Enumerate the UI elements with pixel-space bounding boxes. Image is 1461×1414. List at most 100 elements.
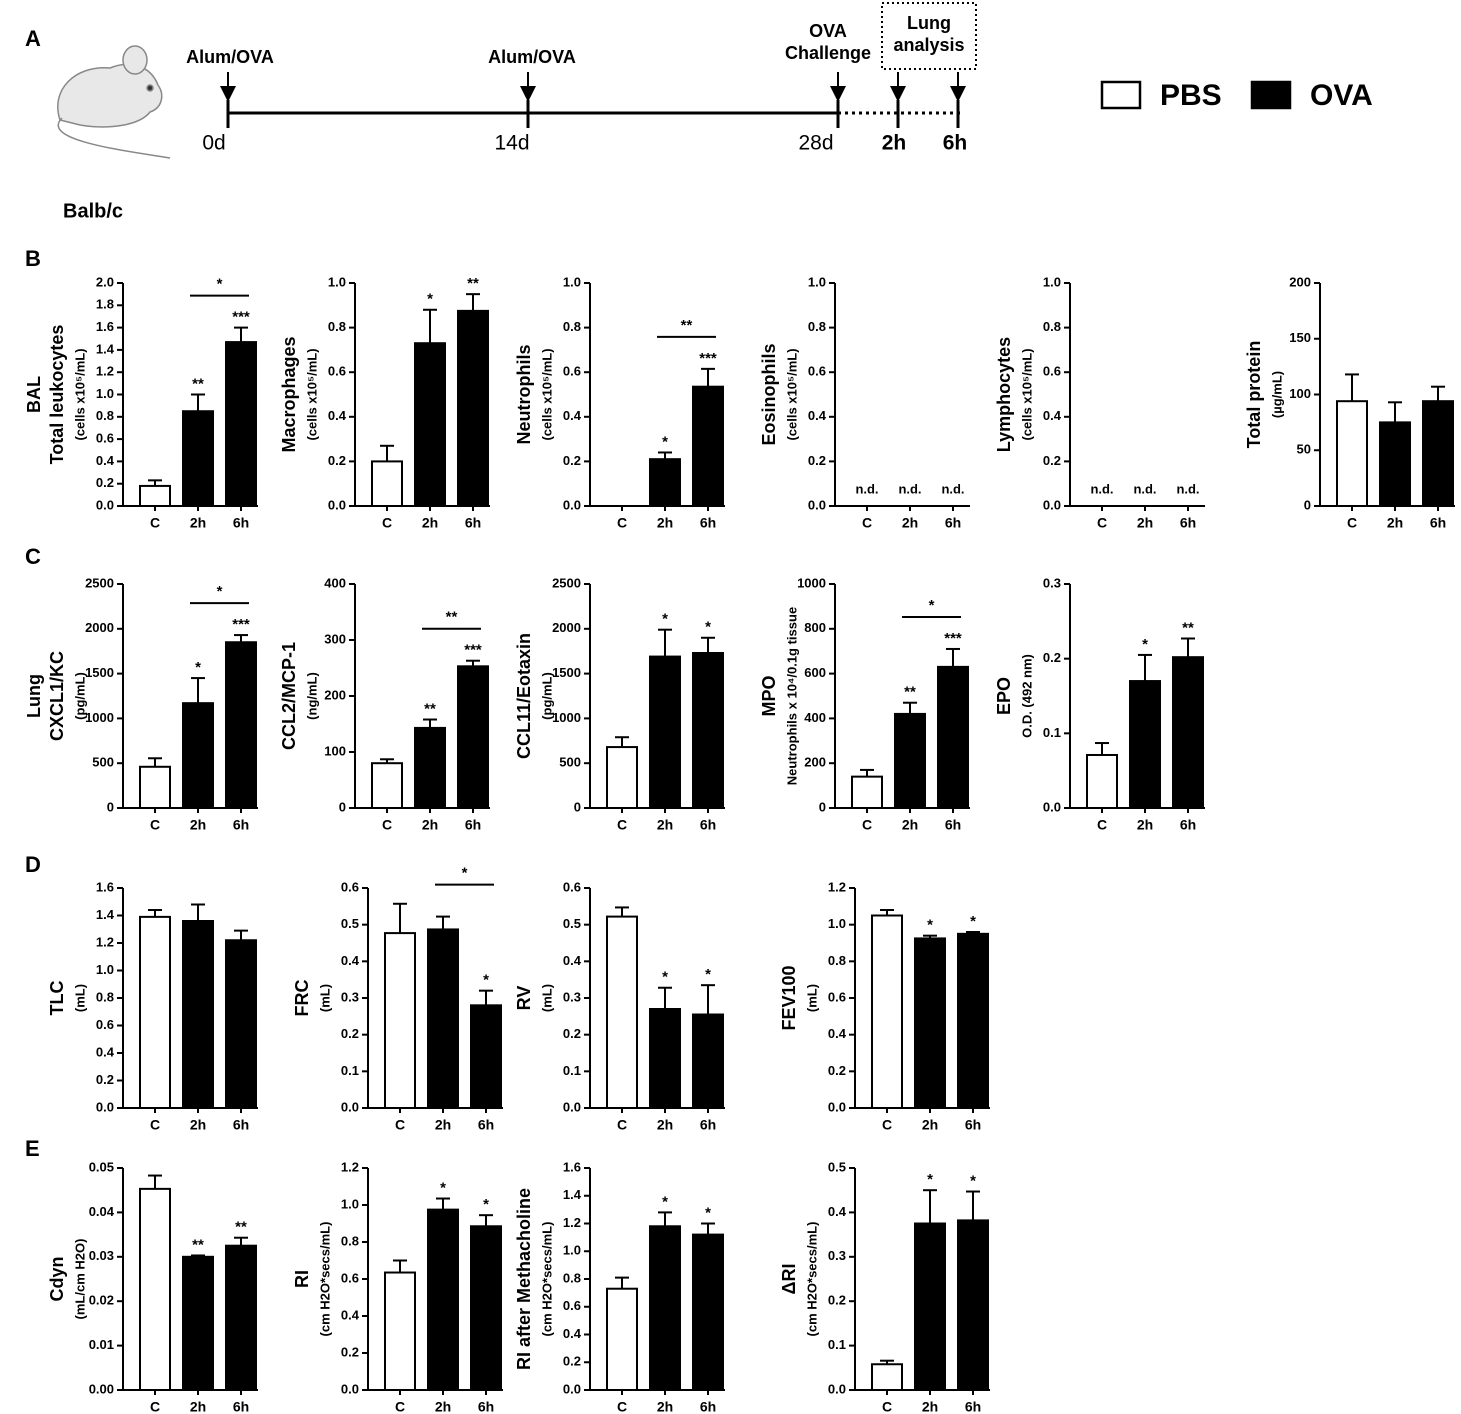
y-tick-label: 1.0: [808, 274, 826, 289]
significance: *: [483, 972, 489, 989]
bar: [692, 1233, 724, 1391]
x-tick-label: 2h: [657, 817, 673, 833]
bar: [871, 914, 903, 1109]
significance: **: [235, 1219, 247, 1236]
error-bar: [880, 1359, 894, 1365]
x-tick-label: 6h: [233, 1399, 249, 1414]
y-tick-label: 200: [1289, 274, 1311, 289]
y-tick-label: 0.0: [828, 1099, 846, 1114]
bar: [139, 915, 171, 1109]
y-tick-label: 0.03: [89, 1248, 114, 1263]
y-tick-label: 0.1: [563, 1063, 581, 1078]
bar: [414, 726, 446, 809]
bar: [470, 1004, 502, 1109]
bar: [139, 1187, 171, 1392]
y-tick-label: 150: [1289, 330, 1311, 345]
significance: *: [705, 966, 711, 983]
y-tick-label: 200: [324, 687, 346, 702]
x-tick-label: 2h: [1137, 817, 1153, 833]
y-axis-label: Lymphocytes: [994, 337, 1014, 452]
y-tick-label: 500: [92, 755, 114, 770]
y-tick-label: 0: [339, 799, 346, 814]
error-bar: [380, 758, 394, 764]
error-bar: [658, 986, 672, 1009]
y-tick-label: 200: [804, 755, 826, 770]
y-tick-label: 0.6: [96, 431, 114, 446]
y-tick-label: 2500: [85, 575, 114, 590]
significance: *: [662, 611, 668, 628]
y-tick-label: 0.8: [563, 1270, 581, 1285]
y-tick-label: 0.6: [828, 989, 846, 1004]
error-bar: [701, 1222, 715, 1235]
y-axis-label: Neutrophils: [514, 344, 534, 444]
error-bar: [615, 906, 629, 917]
legend-swatch: [1100, 80, 1142, 110]
error-bar: [234, 634, 248, 643]
significance: **: [424, 700, 436, 717]
bar: [692, 385, 724, 508]
significance: *: [927, 1171, 933, 1188]
nd-label: n.d.: [1176, 481, 1199, 496]
bar: [957, 932, 989, 1109]
bracket-label: *: [462, 865, 468, 882]
bar: [427, 928, 459, 1110]
x-tick-label: 2h: [190, 817, 206, 833]
bar: [457, 309, 489, 507]
error-bar: [234, 1236, 248, 1246]
x-tick-label: 2h: [922, 1117, 938, 1133]
nd-label: n.d.: [898, 481, 921, 496]
y-axis-label: (pg/mL): [539, 672, 554, 720]
bar: [182, 702, 214, 810]
y-tick-label: 0.0: [828, 1381, 846, 1396]
panel-label: D: [25, 852, 41, 877]
y-tick-label: 0.8: [563, 319, 581, 334]
y-tick-label: 2.0: [96, 274, 114, 289]
x-tick-label: 6h: [965, 1117, 981, 1133]
error-bar: [148, 757, 162, 767]
y-tick-label: 0.4: [96, 453, 115, 468]
error-bar: [148, 1174, 162, 1189]
y-tick-label: 0.8: [96, 408, 114, 423]
y-tick-label: 0: [1304, 497, 1311, 512]
significance: *: [440, 1179, 446, 1196]
x-tick-label: 2h: [902, 515, 918, 531]
timeline: [220, 2, 977, 128]
y-tick-label: 0.2: [563, 453, 581, 468]
error-bar: [191, 393, 205, 412]
y-tick-label: 1.6: [96, 319, 114, 334]
y-axis-label: (mL): [804, 984, 819, 1012]
significance: *: [705, 1204, 711, 1221]
error-bar: [966, 1190, 980, 1221]
x-tick-label: 6h: [945, 515, 961, 531]
x-tick-label: 2h: [422, 817, 438, 833]
timeline-label: Lung: [907, 13, 951, 33]
y-tick-label: 0.4: [563, 408, 582, 423]
error-bar: [423, 718, 437, 728]
y-tick-label: 0.0: [96, 1099, 114, 1114]
y-tick-label: 0.04: [89, 1204, 115, 1219]
error-bar: [466, 293, 480, 311]
y-axis-label: FRC: [292, 980, 312, 1017]
significance: **: [467, 275, 479, 292]
x-tick-label: C: [862, 817, 872, 833]
y-tick-label: 50: [1297, 442, 1311, 457]
y-axis-label: (pg/mL): [72, 672, 87, 720]
day-label: 28d: [798, 132, 833, 155]
y-axis-label: BAL: [24, 376, 44, 413]
x-tick-label: C: [862, 515, 872, 531]
legend-label: PBS: [1160, 79, 1222, 112]
y-tick-label: 1.0: [563, 274, 581, 289]
y-tick-label: 1.0: [328, 274, 346, 289]
y-tick-label: 400: [324, 575, 346, 590]
panel-label: E: [25, 1136, 40, 1161]
x-tick-label: 6h: [700, 515, 716, 531]
y-tick-label: 0.1: [828, 1337, 846, 1352]
y-axis-label: Total protein: [1244, 341, 1264, 449]
y-axis-label: (ng/mL): [304, 672, 319, 720]
y-axis-label: (mL/cm H2O): [72, 1239, 87, 1320]
y-tick-label: 0.2: [563, 1354, 581, 1369]
y-tick-label: 2500: [552, 575, 581, 590]
bracket-label: *: [217, 276, 223, 293]
y-tick-label: 0.4: [328, 408, 347, 423]
